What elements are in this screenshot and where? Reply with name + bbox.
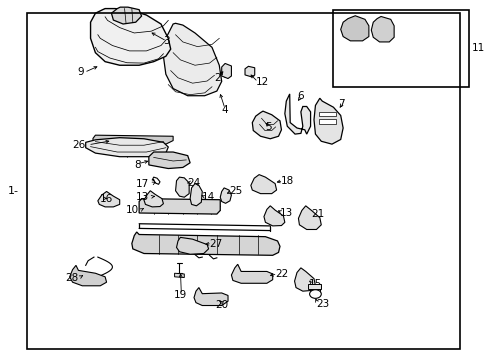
- Polygon shape: [69, 265, 106, 286]
- Polygon shape: [98, 192, 120, 207]
- Polygon shape: [231, 264, 272, 283]
- Text: 2: 2: [214, 73, 221, 83]
- Polygon shape: [221, 63, 231, 78]
- Text: 27: 27: [209, 239, 223, 249]
- Text: 25: 25: [228, 186, 242, 197]
- Text: 13: 13: [135, 192, 148, 202]
- Text: 7: 7: [338, 99, 344, 109]
- Circle shape: [309, 290, 321, 298]
- Text: 14: 14: [202, 192, 215, 202]
- Polygon shape: [313, 98, 343, 144]
- Text: 12: 12: [255, 77, 268, 87]
- Text: 3: 3: [163, 36, 170, 46]
- Polygon shape: [340, 16, 368, 41]
- Polygon shape: [252, 111, 281, 139]
- Text: 1-: 1-: [7, 186, 19, 196]
- Text: 8: 8: [134, 159, 141, 170]
- Polygon shape: [93, 135, 173, 144]
- Bar: [307, 284, 321, 289]
- Polygon shape: [176, 237, 208, 254]
- Text: 19: 19: [173, 291, 186, 301]
- Text: 20: 20: [215, 300, 228, 310]
- Text: 28: 28: [65, 273, 78, 283]
- Polygon shape: [244, 66, 254, 77]
- Text: 6: 6: [296, 91, 303, 101]
- Polygon shape: [163, 23, 221, 96]
- Bar: [333, 10, 468, 87]
- Text: 15: 15: [308, 279, 322, 289]
- Text: 18: 18: [281, 176, 294, 186]
- Polygon shape: [111, 7, 141, 24]
- Text: 5: 5: [265, 122, 271, 132]
- Text: 22: 22: [275, 269, 288, 279]
- Text: 9: 9: [78, 67, 84, 77]
- Polygon shape: [143, 191, 163, 207]
- Text: 11: 11: [471, 43, 484, 53]
- Polygon shape: [294, 268, 315, 291]
- Polygon shape: [139, 199, 220, 214]
- Text: 13: 13: [280, 208, 293, 218]
- Polygon shape: [298, 206, 321, 229]
- Polygon shape: [285, 94, 310, 134]
- Polygon shape: [220, 188, 231, 203]
- Polygon shape: [85, 138, 168, 157]
- Polygon shape: [148, 152, 190, 168]
- Polygon shape: [175, 177, 189, 197]
- Polygon shape: [250, 175, 276, 194]
- Polygon shape: [90, 9, 170, 65]
- Text: 17: 17: [135, 179, 148, 189]
- Polygon shape: [264, 206, 285, 226]
- Text: 11: 11: [434, 41, 448, 50]
- Text: 26: 26: [72, 140, 85, 150]
- Text: 4: 4: [221, 105, 228, 115]
- Polygon shape: [194, 288, 227, 306]
- Polygon shape: [370, 17, 393, 42]
- Polygon shape: [174, 273, 184, 278]
- Text: 21: 21: [311, 209, 324, 219]
- Text: 24: 24: [187, 177, 201, 188]
- Polygon shape: [132, 232, 280, 255]
- Bar: [318, 112, 335, 116]
- Text: 23: 23: [315, 299, 328, 309]
- Text: 10: 10: [126, 206, 139, 216]
- Text: 16: 16: [100, 194, 113, 204]
- Bar: [27, 13, 459, 348]
- Bar: [318, 120, 335, 124]
- Polygon shape: [190, 184, 202, 206]
